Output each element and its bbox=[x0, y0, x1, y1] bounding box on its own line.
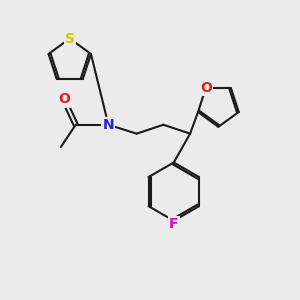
Text: O: O bbox=[200, 81, 212, 95]
Text: N: N bbox=[103, 118, 114, 132]
Text: F: F bbox=[169, 217, 178, 231]
Text: S: S bbox=[65, 32, 75, 46]
Text: O: O bbox=[58, 92, 70, 106]
